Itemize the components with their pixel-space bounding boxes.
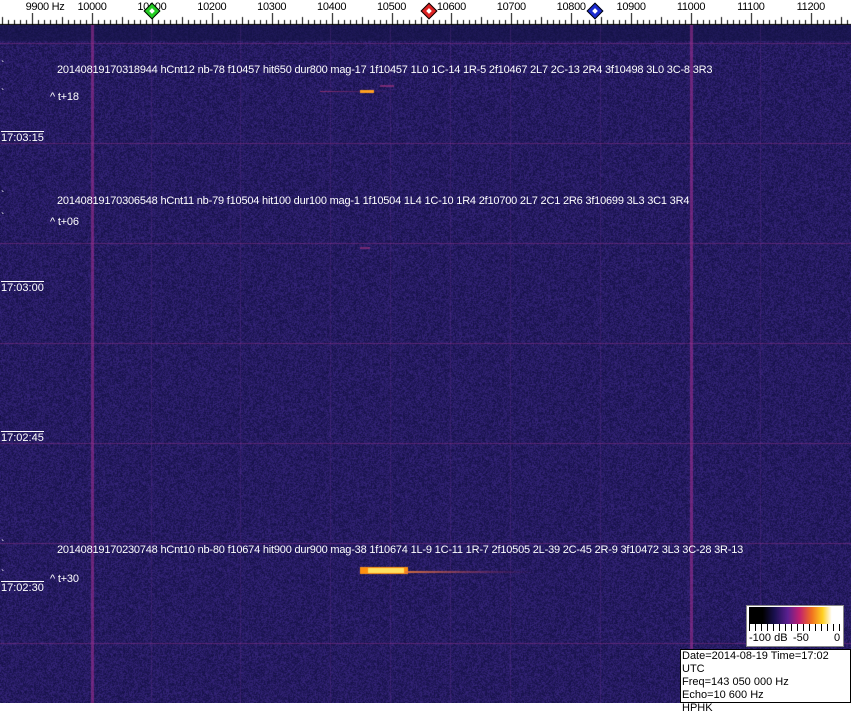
detection-offset-1: ^ t+18 <box>50 91 79 103</box>
mark: ` <box>1 60 5 71</box>
mark: ` <box>1 88 5 99</box>
tick-label: 10900 <box>616 1 646 13</box>
info-box: Date=2014-08-19 Time=17:02 UTC Freq=143 … <box>680 649 851 714</box>
station-name: HPHK <box>682 702 713 714</box>
time-label: 17:03:15 <box>1 131 44 144</box>
tick-label: 10200 <box>197 1 227 13</box>
time-label: 17:03:00 <box>1 281 44 294</box>
detection-info-3: 20140819170230748 hCnt10 nb-80 f10674 hi… <box>57 544 744 556</box>
tick-label: 11200 <box>796 1 826 13</box>
frequency-axis: 9900 Hz 10000101001020010300104001050010… <box>0 0 851 25</box>
mark: ` <box>1 539 5 550</box>
tick-label: 10700 <box>496 1 526 13</box>
colorbar-ticks <box>749 624 841 631</box>
tick-label: 11000 <box>676 1 706 13</box>
colorbar-label-max: 0 <box>834 632 841 644</box>
colorbar-gradient <box>749 607 841 624</box>
axis-unit-label: 9900 Hz <box>25 1 65 13</box>
tick-label: 11100 <box>737 1 765 13</box>
tick-label: 10800 <box>556 1 586 13</box>
detection-offset-3: ^ t+30 <box>50 573 79 585</box>
tick-label: 10500 <box>376 1 407 13</box>
tick-label: 10300 <box>257 1 287 13</box>
colorbar: -100 dB -50 0 <box>746 605 844 647</box>
waterfall-spectrogram[interactable] <box>0 25 851 703</box>
frequency-line: Freq=143 050 000 Hz <box>682 676 789 688</box>
tick-label: 10400 <box>317 1 347 13</box>
tick-label: 10000 <box>77 1 107 13</box>
detection-offset-2: ^ t+06 <box>50 216 79 228</box>
colorbar-label-mid: -50 <box>793 632 809 644</box>
detection-info-2: 20140819170306548 hCnt11 nb-79 f10504 hi… <box>57 195 690 207</box>
mark: ` <box>1 569 5 580</box>
echo-line: Echo=10 600 Hz <box>682 689 764 701</box>
detection-info-1: 20140819170318944 hCnt12 nb-78 f10457 hi… <box>57 64 713 76</box>
mark: ` <box>1 212 5 223</box>
tick-label: 10600 <box>436 1 466 13</box>
time-label: 17:02:45 <box>1 431 44 444</box>
time-label: 17:02:30 <box>1 581 44 594</box>
axis-ticks <box>0 13 851 25</box>
colorbar-label-min: -100 dB <box>749 632 788 644</box>
date-time-line: Date=2014-08-19 Time=17:02 UTC <box>682 650 829 675</box>
mark: ` <box>1 190 5 201</box>
